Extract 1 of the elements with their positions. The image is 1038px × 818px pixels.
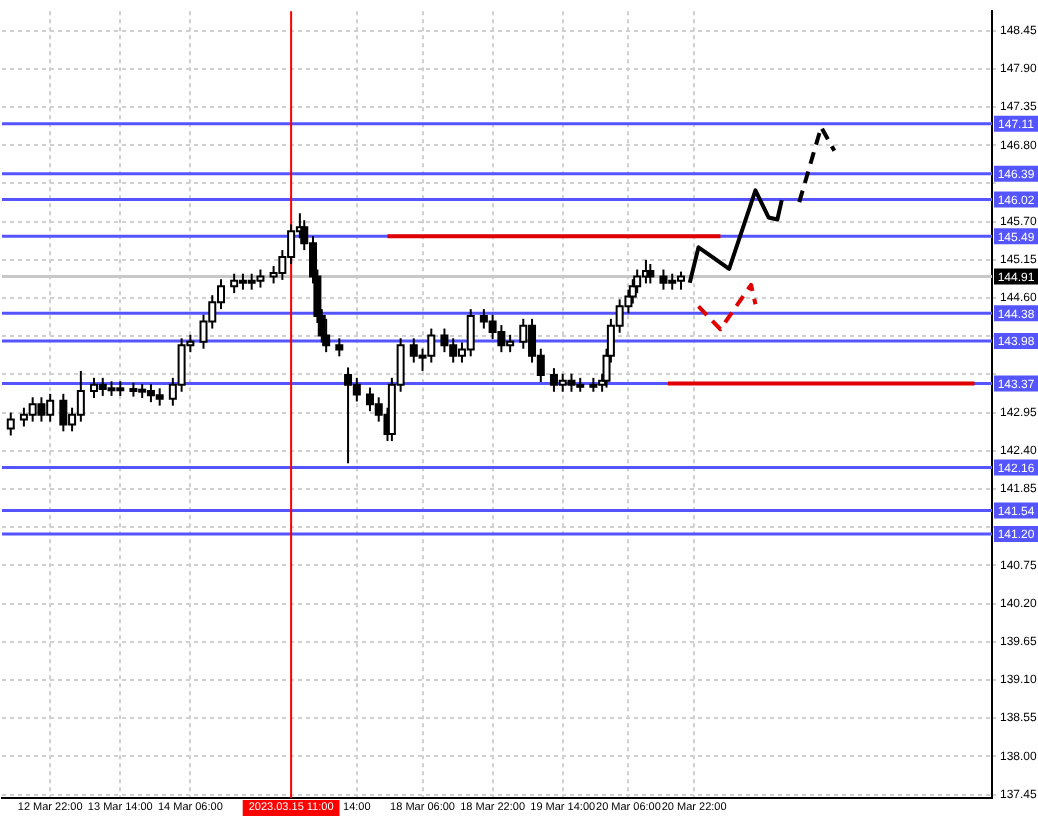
line-series: [696, 282, 758, 332]
